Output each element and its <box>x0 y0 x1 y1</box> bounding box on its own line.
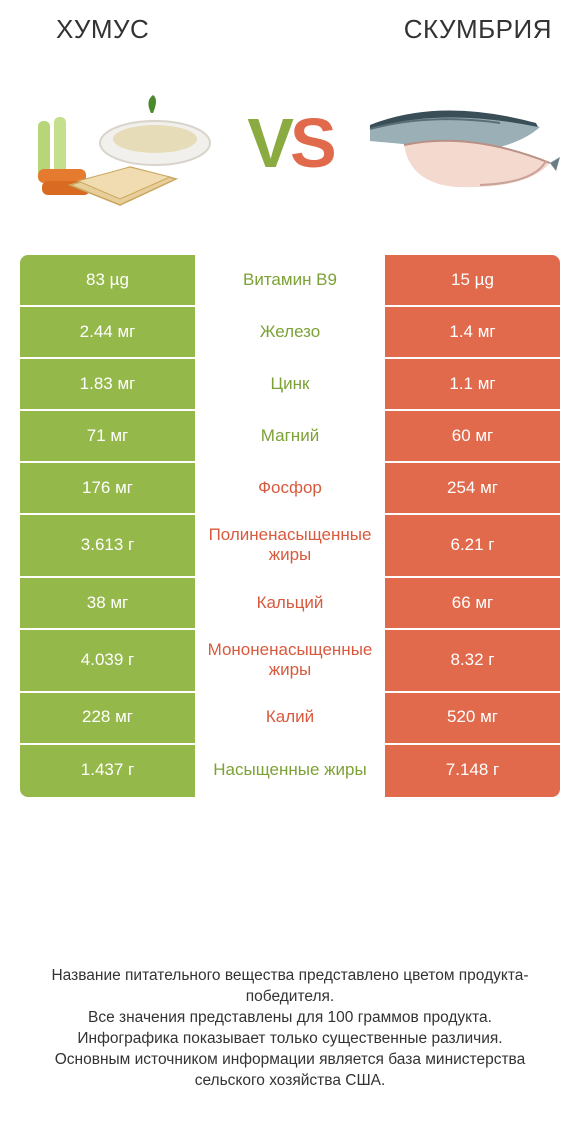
vs-v: V <box>247 104 290 182</box>
nutrient-label: Железо <box>195 307 385 357</box>
table-row: 3.613 гПолиненасыщенные жиры6.21 г <box>20 515 560 578</box>
nutrient-label: Калий <box>195 693 385 743</box>
right-value: 1.1 мг <box>385 359 560 409</box>
nutrient-table: 83 µgВитамин B915 µg2.44 мгЖелезо1.4 мг1… <box>20 255 560 797</box>
right-value: 6.21 г <box>385 515 560 576</box>
right-food-title: СКУМБРИЯ <box>304 14 560 45</box>
nutrient-label: Кальций <box>195 578 385 628</box>
right-value: 15 µg <box>385 255 560 305</box>
right-value: 8.32 г <box>385 630 560 691</box>
table-row: 83 µgВитамин B915 µg <box>20 255 560 307</box>
left-value: 71 мг <box>20 411 195 461</box>
left-value: 228 мг <box>20 693 195 743</box>
table-row: 4.039 гМононенасыщенные жиры8.32 г <box>20 630 560 693</box>
vs-s: S <box>290 104 333 182</box>
left-food-title: ХУМУС <box>20 14 304 45</box>
right-value: 1.4 мг <box>385 307 560 357</box>
nutrient-label: Цинк <box>195 359 385 409</box>
nutrient-label: Мононенасыщенные жиры <box>195 630 385 691</box>
left-value: 176 мг <box>20 463 195 513</box>
nutrient-label: Полиненасыщенные жиры <box>195 515 385 576</box>
right-value: 520 мг <box>385 693 560 743</box>
titles-row: ХУМУС СКУМБРИЯ <box>0 0 580 45</box>
right-value: 60 мг <box>385 411 560 461</box>
right-value: 66 мг <box>385 578 560 628</box>
left-value: 1.83 мг <box>20 359 195 409</box>
nutrient-label: Насыщенные жиры <box>195 745 385 797</box>
nutrient-label: Фосфор <box>195 463 385 513</box>
vs-label: VS <box>247 103 332 183</box>
hero-row: VS <box>0 45 580 255</box>
table-row: 71 мгМагний60 мг <box>20 411 560 463</box>
table-row: 176 мгФосфор254 мг <box>20 463 560 515</box>
nutrient-label: Магний <box>195 411 385 461</box>
table-row: 2.44 мгЖелезо1.4 мг <box>20 307 560 359</box>
left-value: 83 µg <box>20 255 195 305</box>
table-row: 1.83 мгЦинк1.1 мг <box>20 359 560 411</box>
right-food-image <box>360 73 560 213</box>
right-value: 7.148 г <box>385 745 560 797</box>
left-value: 2.44 мг <box>20 307 195 357</box>
nutrient-label: Витамин B9 <box>195 255 385 305</box>
left-value: 38 мг <box>20 578 195 628</box>
table-row: 1.437 гНасыщенные жиры7.148 г <box>20 745 560 797</box>
left-value: 3.613 г <box>20 515 195 576</box>
table-row: 38 мгКальций66 мг <box>20 578 560 630</box>
footnote-text: Название питательного вещества представл… <box>0 966 580 1092</box>
left-value: 1.437 г <box>20 745 195 797</box>
left-value: 4.039 г <box>20 630 195 691</box>
right-value: 254 мг <box>385 463 560 513</box>
table-row: 228 мгКалий520 мг <box>20 693 560 745</box>
left-food-image <box>20 73 220 213</box>
